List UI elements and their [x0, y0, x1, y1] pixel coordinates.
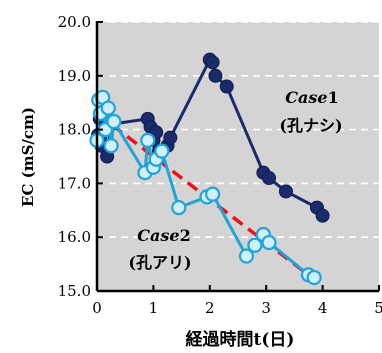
series-1-point: [278, 184, 293, 199]
series-2-point: [106, 113, 122, 130]
x-tick-label: 4: [318, 299, 328, 317]
series-2-point: [261, 234, 277, 251]
series-2-point: [100, 100, 116, 116]
x-tick-label: 5: [374, 299, 382, 317]
plot-background: [97, 22, 379, 291]
x-tick-label: 1: [149, 299, 159, 317]
x-tick-label: 3: [261, 299, 271, 317]
series-2-point: [205, 186, 221, 202]
series-1-point: [219, 79, 234, 94]
case1-sublabel: (孔ナシ): [279, 116, 342, 135]
y-tick-label: 19.0: [58, 67, 91, 85]
axes: [95, 21, 379, 293]
x-tick-label: 0: [92, 299, 102, 317]
series-1-point: [205, 55, 220, 70]
y-tick-label: 18.0: [58, 121, 91, 139]
series-1-point: [208, 68, 223, 83]
series-2-point: [238, 248, 255, 264]
series-1-point: [163, 130, 178, 145]
series-2-point: [247, 237, 263, 253]
series-2-point: [140, 132, 156, 148]
series-2-point: [171, 200, 187, 216]
case1-label: Case1: [285, 88, 338, 107]
y-tick-label: 15.0: [58, 282, 91, 300]
y-axis-title: EC (mS/cm): [19, 107, 37, 207]
case2-sublabel: (孔アリ): [128, 253, 191, 272]
y-tick-label: 16.0: [58, 228, 91, 246]
y-tick-label: 20.0: [58, 13, 91, 31]
grid-lines: [97, 21, 379, 238]
tick-labels: 15.0 16.0 17.0 18.0 19.0 20.0 0 1 2 3 4 5: [58, 13, 382, 317]
x-axis-title: 経過時間t(日): [186, 329, 295, 350]
series-1-point: [262, 171, 277, 186]
series-2-point: [306, 269, 322, 286]
series-1-point: [315, 208, 330, 223]
x-tick-label: 2: [205, 299, 215, 317]
case2-label: Case2: [137, 226, 190, 245]
series-2-point: [154, 143, 170, 159]
y-tick-label: 17.0: [58, 174, 91, 192]
series-layer: [89, 52, 330, 288]
series-2-point: [103, 138, 119, 154]
